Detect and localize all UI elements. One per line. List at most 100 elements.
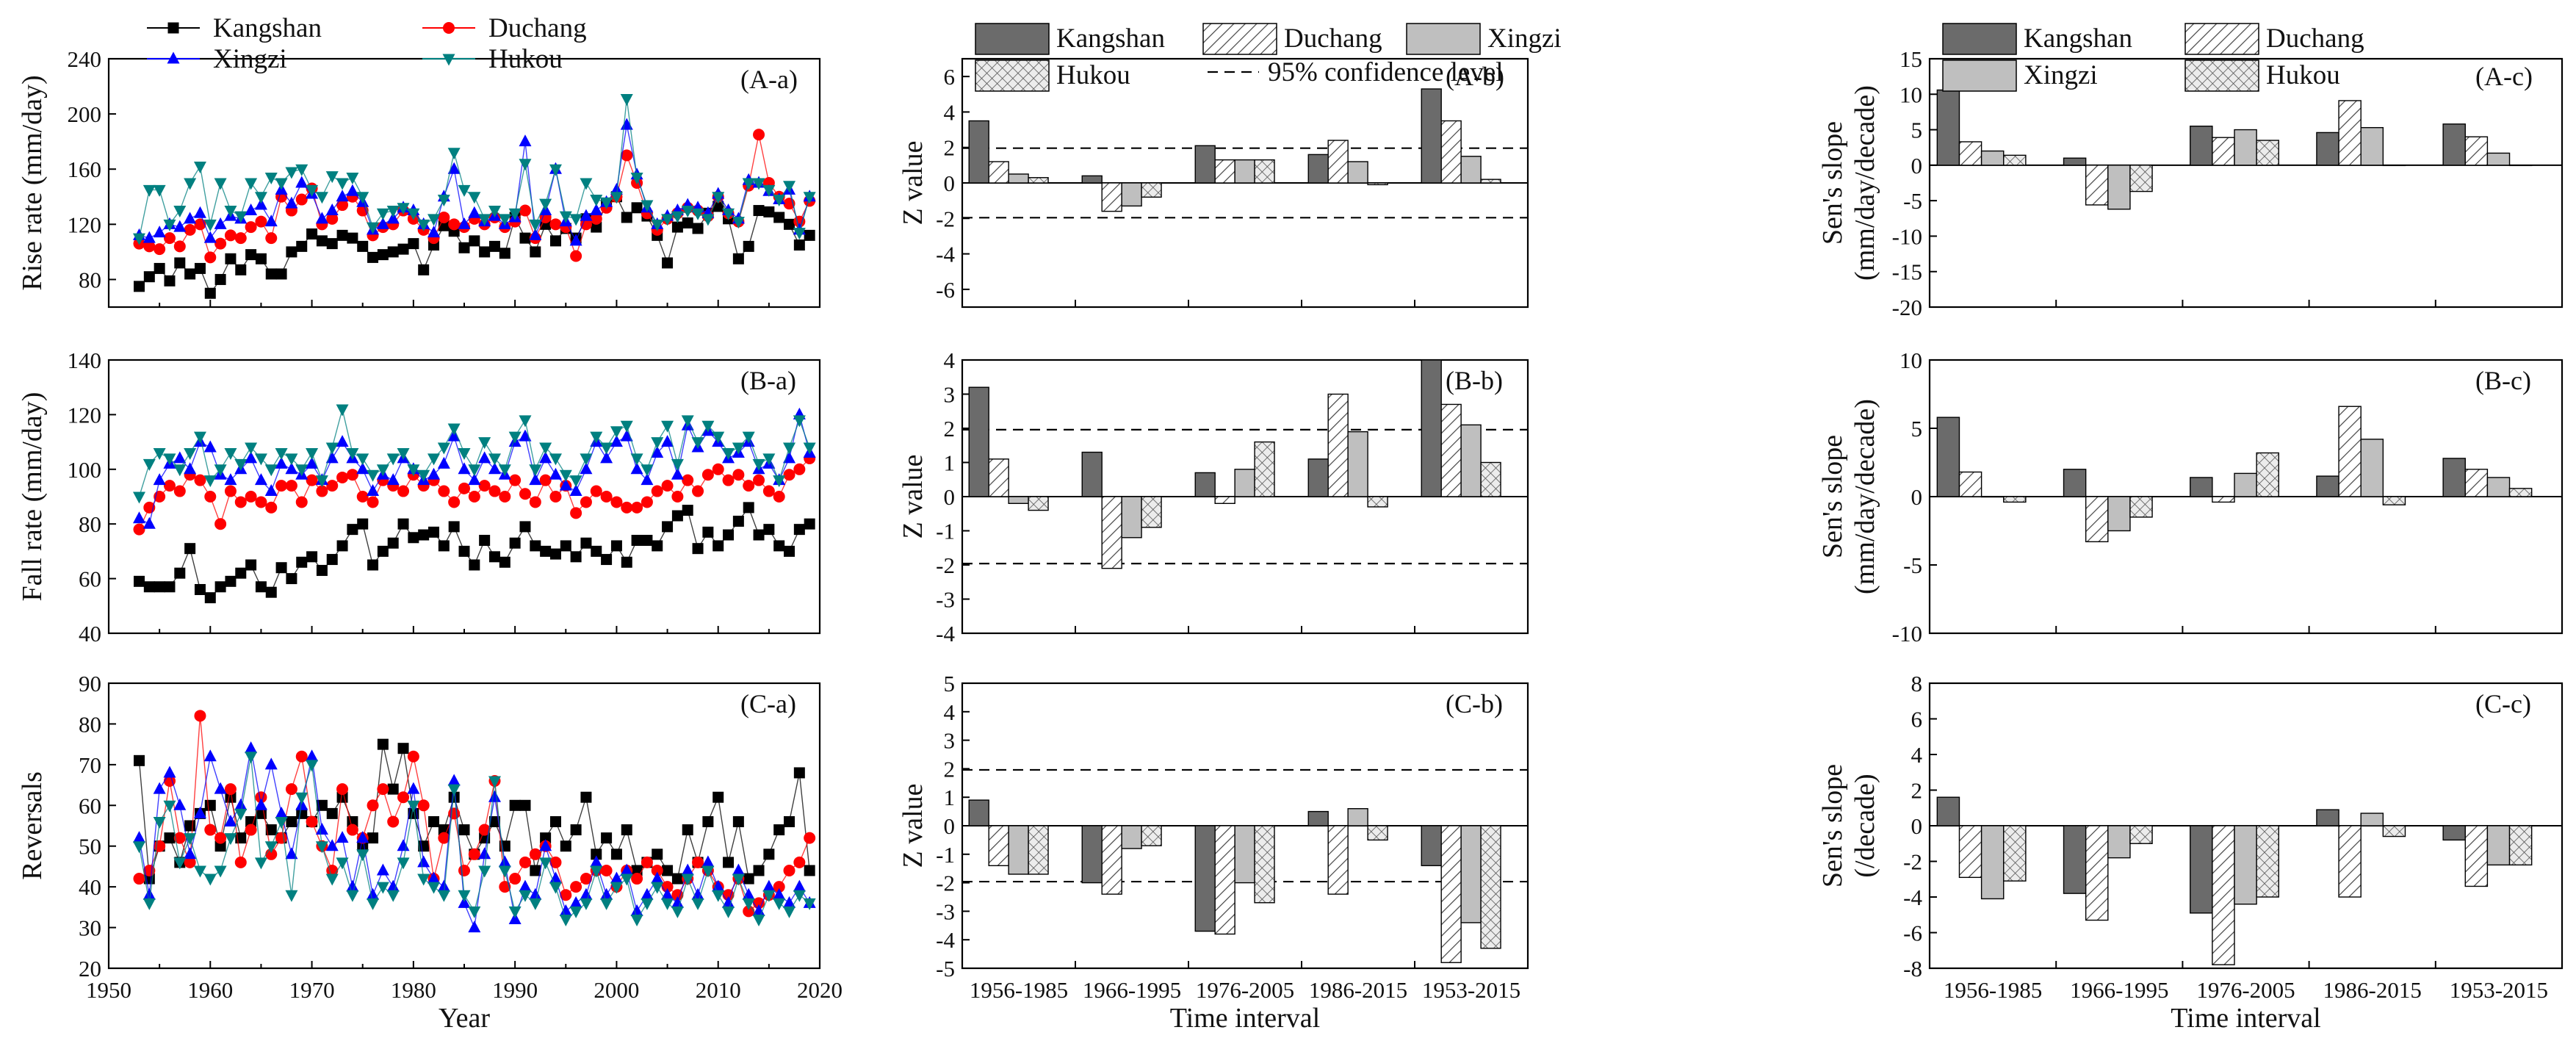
bar-xingzi (1008, 496, 1029, 505)
data-point (631, 873, 643, 885)
data-point (732, 863, 745, 876)
y-tick-label: -5 (936, 956, 955, 981)
bar-xingzi (1121, 182, 1142, 207)
data-point (498, 214, 511, 226)
y-tick-label: -4 (1903, 885, 1922, 910)
bar-kangshan (2442, 123, 2466, 166)
bar-kangshan (968, 799, 989, 826)
bar-kangshan (1194, 145, 1216, 184)
data-point (793, 890, 806, 902)
data-point (712, 890, 725, 902)
bar-duchang (1101, 825, 1122, 895)
data-point (275, 806, 288, 818)
data-point (702, 815, 714, 827)
data-point (560, 540, 571, 552)
data-point (803, 898, 816, 910)
y-tick-label: 5 (1911, 416, 1923, 442)
data-point (214, 178, 227, 190)
y-tick-label: -1 (936, 842, 955, 868)
data-point (783, 451, 796, 464)
data-point (427, 226, 441, 238)
data-point (254, 453, 267, 466)
data-point (214, 273, 226, 285)
y-tick-label: -3 (936, 587, 955, 613)
data-point (580, 462, 593, 475)
data-point (143, 581, 155, 593)
bar-kangshan (2063, 825, 2087, 894)
data-point (610, 426, 623, 439)
legend-item-xingzi: Xingzi (1942, 60, 2098, 92)
data-point (569, 896, 582, 908)
data-point (417, 855, 430, 868)
data-point (712, 463, 724, 475)
bar-xingzi (1008, 825, 1029, 875)
data-point (509, 537, 521, 549)
data-point (793, 524, 805, 536)
data-point (590, 431, 603, 444)
bar-hukou (2003, 496, 2027, 503)
data-point (356, 831, 369, 843)
data-point (184, 223, 196, 236)
data-point (773, 540, 785, 552)
data-point (234, 496, 247, 508)
y-tick-label: -6 (1903, 921, 1922, 946)
data-point (529, 228, 542, 240)
data-point (498, 855, 511, 868)
data-point (447, 423, 461, 436)
data-point (143, 240, 156, 253)
data-point (184, 462, 197, 475)
data-point (386, 879, 400, 892)
y-tick-label: 0 (944, 170, 956, 196)
data-point (783, 181, 796, 193)
y-axis-label: Reversals (17, 771, 48, 880)
data-point (254, 857, 267, 870)
y-tick-label: -10 (1892, 223, 1922, 249)
data-point (722, 474, 735, 486)
bar-duchang (2212, 137, 2235, 166)
data-point (701, 855, 715, 868)
series-line-kangshan (139, 506, 810, 599)
data-point (509, 474, 522, 486)
data-point (367, 469, 380, 482)
data-point (732, 873, 745, 886)
data-point (479, 535, 491, 547)
data-point (356, 453, 369, 466)
data-point (569, 234, 582, 246)
panel-label: (A-b) (1446, 62, 1504, 91)
data-point (376, 217, 389, 229)
data-point (133, 754, 145, 766)
data-point (610, 871, 623, 884)
bar-duchang (1101, 496, 1122, 569)
data-point (386, 453, 400, 466)
data-point (245, 203, 258, 216)
legend-item-kangshan: Kangshan (147, 13, 322, 43)
data-point (326, 554, 338, 566)
data-point (234, 232, 247, 245)
data-point (245, 824, 257, 836)
data-point (214, 464, 227, 477)
bar-kangshan (1421, 359, 1442, 497)
data-point (681, 863, 694, 876)
data-point (752, 458, 765, 471)
legend-swatch (975, 60, 1050, 92)
data-point (569, 475, 582, 488)
data-point (753, 205, 765, 217)
data-point (610, 849, 622, 860)
data-point (793, 463, 806, 475)
data-point (773, 212, 785, 223)
data-point (621, 556, 632, 568)
bar-xingzi (1234, 825, 1255, 884)
data-point (325, 451, 339, 464)
bar-legend-c: Kangshan Duchang Xingzi Hukou (1942, 23, 2364, 92)
data-point (163, 453, 176, 466)
data-point (549, 815, 561, 827)
data-point (519, 488, 531, 500)
data-point (193, 806, 206, 818)
data-point (641, 200, 654, 212)
data-point (194, 262, 206, 274)
x-tick-label: 1990 (492, 977, 538, 1003)
data-point (559, 469, 572, 482)
data-point (529, 219, 542, 231)
data-point (163, 232, 176, 245)
bar-xingzi (1980, 825, 2005, 900)
